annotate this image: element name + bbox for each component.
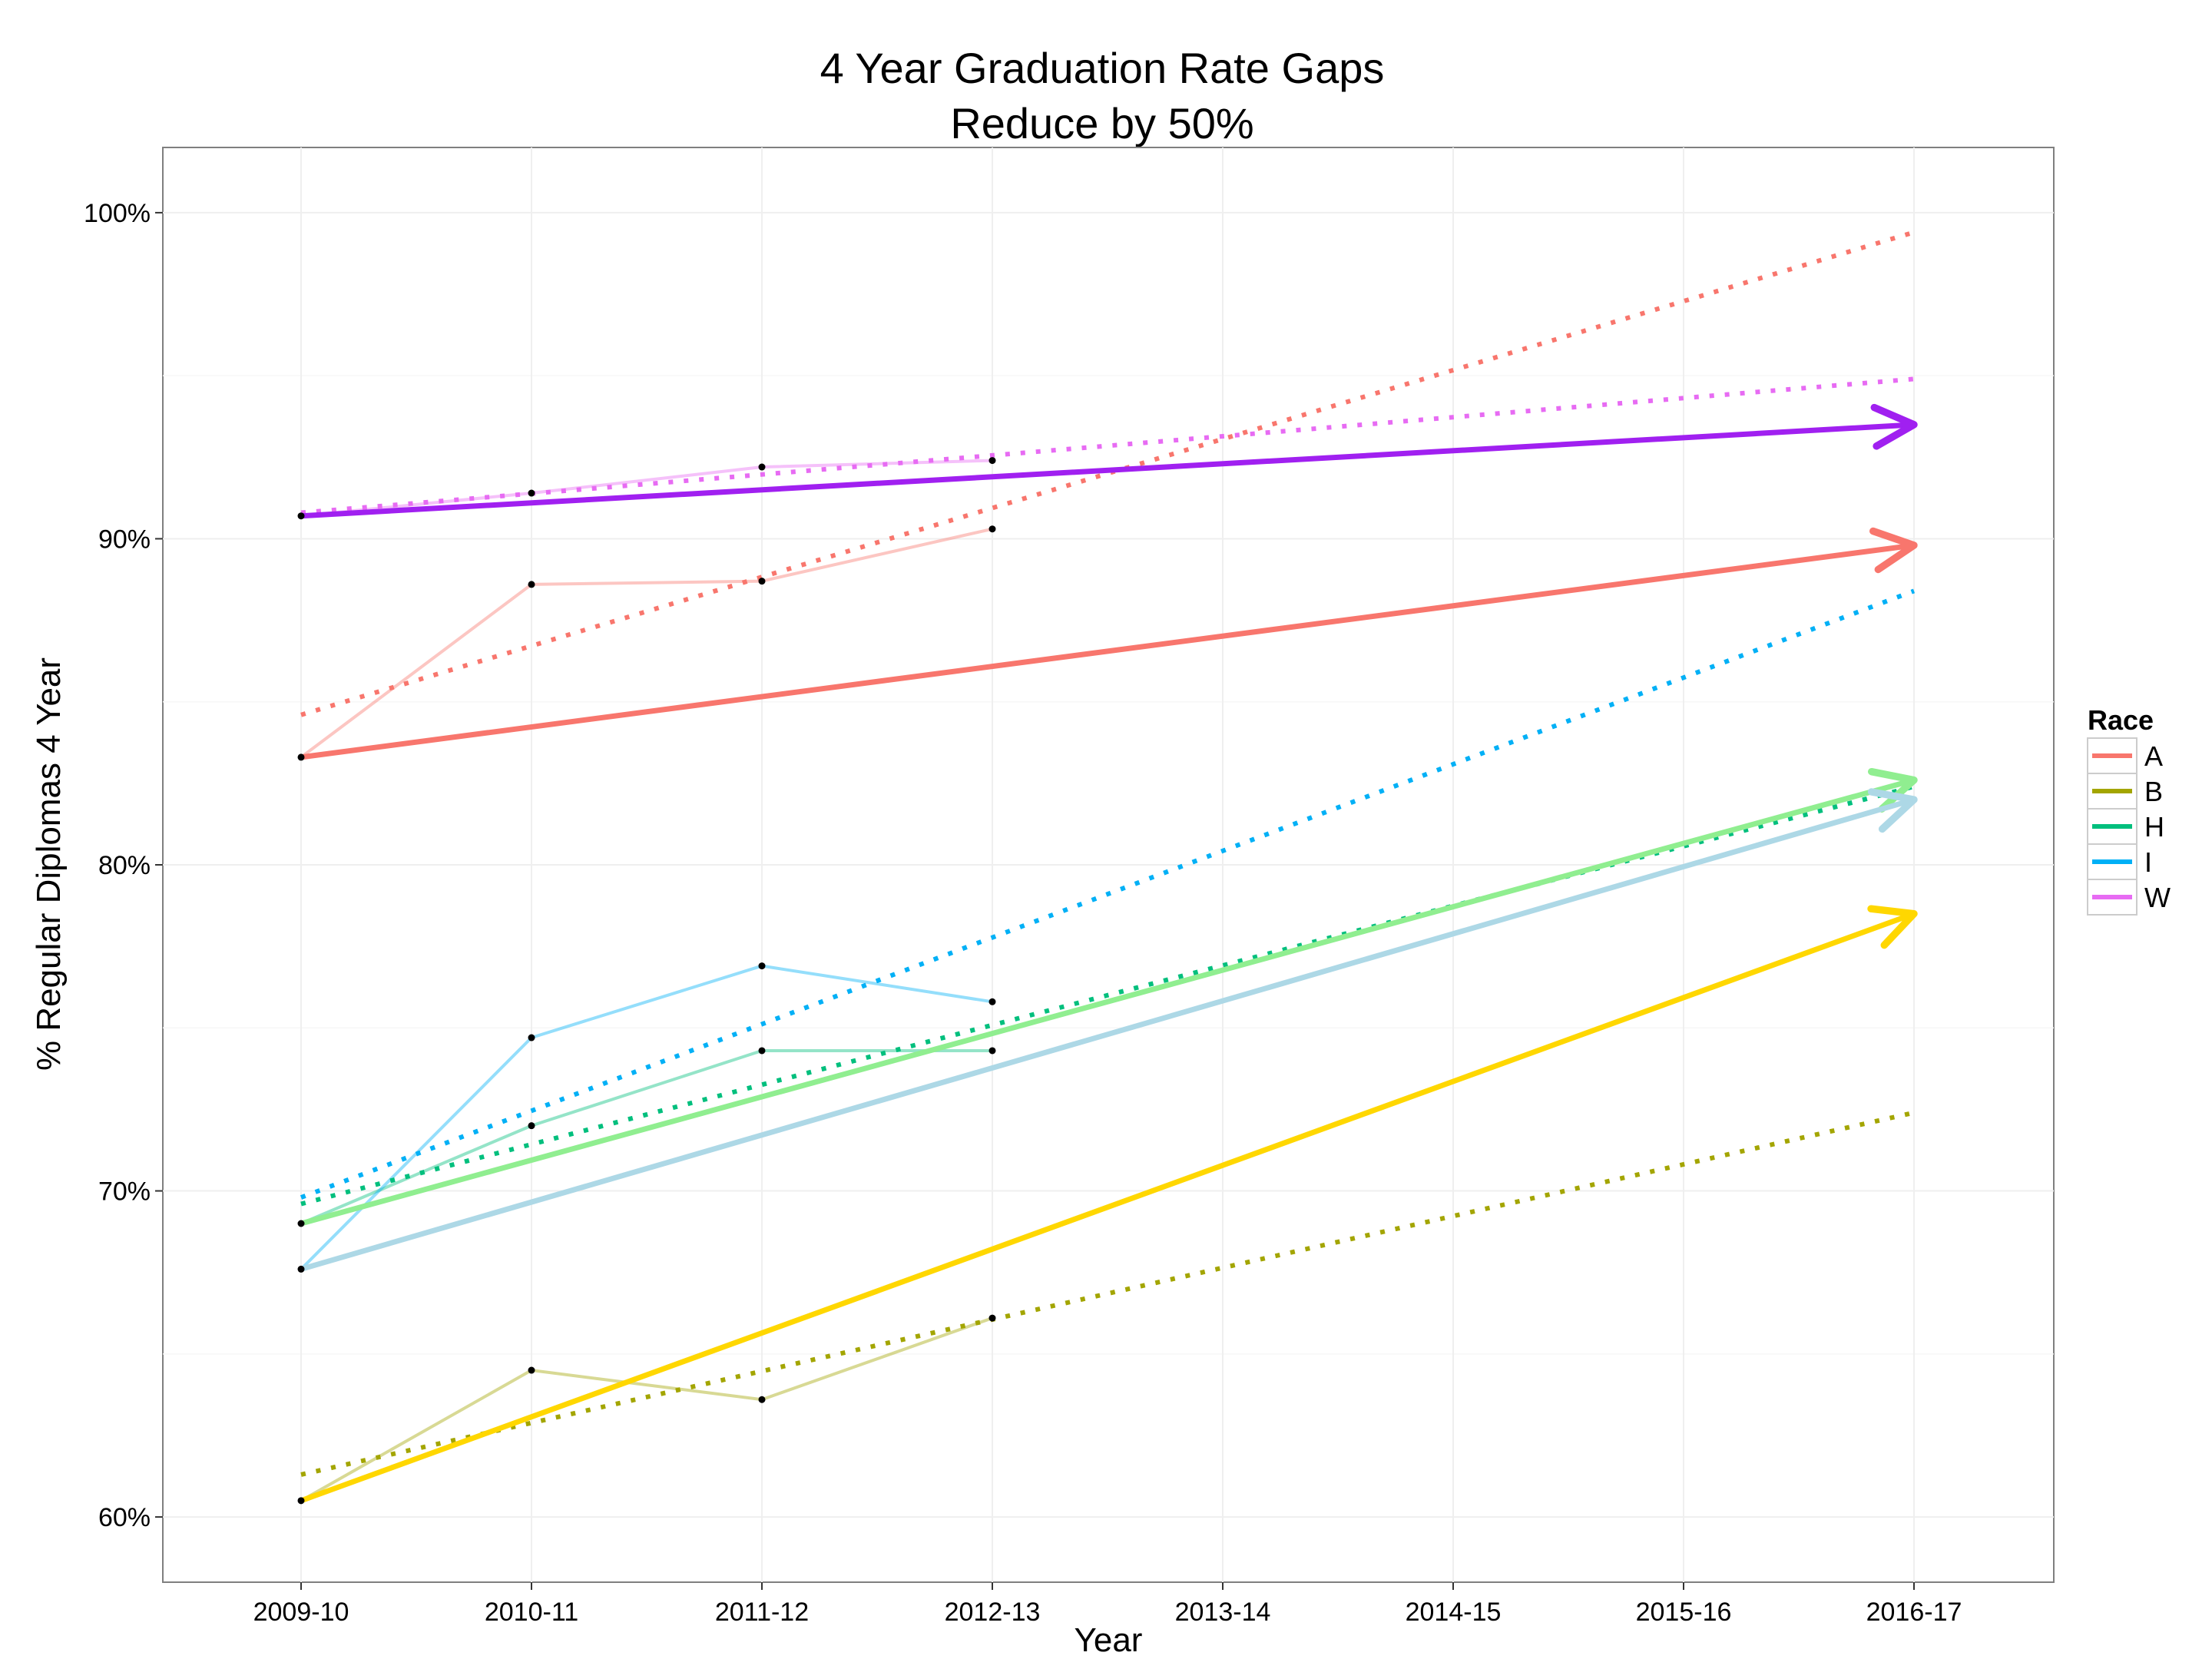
data-point-W (297, 512, 305, 520)
x-tick-label: 2011-12 (715, 1598, 809, 1627)
data-point-H (297, 1220, 305, 1227)
legend-label-A: A (2144, 740, 2163, 772)
data-point-H (988, 1047, 996, 1055)
actual-line-H (300, 1048, 992, 1225)
data-point-B (297, 1497, 305, 1505)
target-arrows (300, 403, 1918, 1504)
trend-line-H (300, 784, 1915, 1207)
data-point-W (988, 457, 996, 465)
data-point-H (758, 1047, 766, 1055)
actual-line-B (300, 1316, 993, 1502)
y-tick-label: 70% (98, 1177, 151, 1207)
target-arrow-B (300, 905, 1918, 1504)
axes: 60% 70% 80% 90% 100% 2009-10 2010-11 2011-12 201… (84, 199, 1962, 1627)
data-point-W (528, 489, 535, 497)
y-tick-label: 100% (84, 199, 151, 228)
trend-line-I (300, 588, 1916, 1200)
chart-subtitle: Reduce by 50% (950, 99, 1253, 147)
data-point-W (758, 463, 766, 471)
actual-line-A (300, 527, 993, 759)
data-point-B (528, 1366, 535, 1374)
trend-lines (300, 230, 1916, 1477)
data-point-A (988, 525, 996, 533)
trend-line-A (300, 230, 1915, 717)
data-points (297, 457, 996, 1505)
data-point-I (297, 1265, 305, 1273)
chart-title: 4 Year Graduation Rate Gaps (820, 44, 1385, 92)
x-tick-label: 2012-13 (945, 1598, 1041, 1627)
legend-label-H: H (2144, 811, 2164, 843)
legend-title: Race (2088, 704, 2154, 736)
target-arrow-A (300, 527, 1918, 760)
x-tick-label: 2014-15 (1406, 1598, 1502, 1627)
legend-label-B: B (2144, 776, 2163, 807)
data-point-I (758, 962, 766, 970)
y-tick-label: 90% (98, 525, 151, 554)
x-tick-label: 2016-17 (1866, 1598, 1962, 1627)
y-tick-label: 60% (98, 1503, 151, 1532)
x-tick-label: 2009-10 (253, 1598, 349, 1627)
grid (163, 147, 2054, 1582)
actual-line-W (300, 459, 993, 518)
x-axis-title: Year (1075, 1621, 1143, 1659)
target-arrow-I (300, 788, 1918, 1272)
legend-label-W: W (2144, 882, 2171, 913)
data-point-H (528, 1122, 535, 1130)
data-point-A (528, 581, 535, 588)
data-point-A (297, 753, 305, 761)
y-tick-label: 80% (98, 851, 151, 880)
data-point-I (528, 1034, 535, 1041)
target-arrow-W (300, 403, 1918, 519)
legend-label-I: I (2144, 846, 2152, 878)
target-arrow-H (300, 767, 1918, 1227)
y-axis-title: % Regular Diplomas 4 Year (30, 657, 68, 1071)
x-tick-label: 2010-11 (485, 1598, 578, 1627)
data-point-B (758, 1396, 766, 1403)
x-tick-label: 2013-14 (1175, 1598, 1271, 1627)
data-point-I (988, 998, 996, 1005)
data-point-A (758, 578, 766, 585)
data-point-B (988, 1314, 996, 1322)
x-tick-label: 2015-16 (1636, 1598, 1732, 1627)
